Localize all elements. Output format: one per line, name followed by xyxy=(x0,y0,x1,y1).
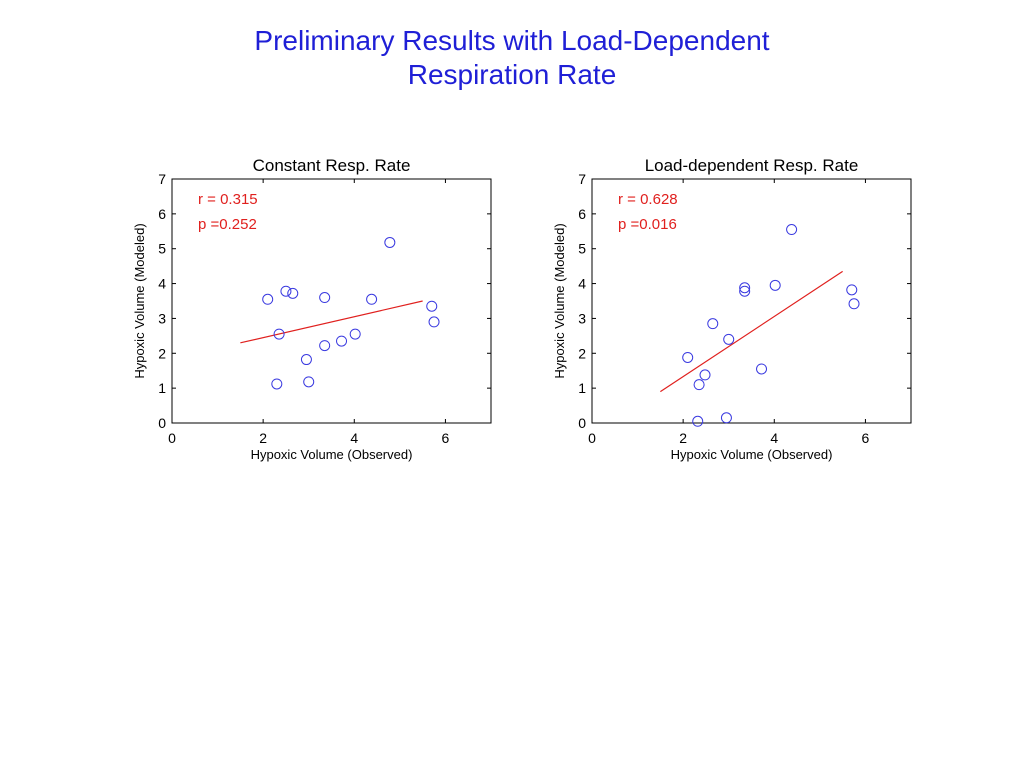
data-point xyxy=(786,224,798,236)
y-tick-label: 6 xyxy=(158,206,166,222)
data-point xyxy=(707,318,719,330)
scatter-chart-constant: 0 1 2 3 4 5 6 7 0 2 4 6 Constant Resp. Rate Hypoxic V… xyxy=(132,156,492,462)
y-tick-label: 5 xyxy=(578,241,586,257)
data-point xyxy=(682,351,694,363)
data-point xyxy=(319,340,331,352)
x-axis-label: Hypoxic Volume (Observed) xyxy=(671,447,833,462)
slide-title-line-1: Preliminary Results with Load-Dependent xyxy=(254,25,770,56)
data-point xyxy=(349,328,361,340)
data-point xyxy=(287,287,299,299)
y-axis-label: Hypoxic Volume (Modeled) xyxy=(552,223,567,378)
chart-title: Load-dependent Resp. Rate xyxy=(645,156,859,175)
correlation-r: r = 0.315 xyxy=(198,191,258,208)
plot-area xyxy=(171,178,492,424)
p-value: p =0.016 xyxy=(618,216,677,233)
data-point xyxy=(303,376,315,388)
data-point xyxy=(428,316,440,328)
data-point xyxy=(846,284,858,296)
x-tick-label: 0 xyxy=(168,430,176,446)
data-point xyxy=(693,379,705,391)
y-tick-label: 0 xyxy=(578,415,586,431)
y-tick-label: 1 xyxy=(578,380,586,396)
x-tick-label: 0 xyxy=(588,430,596,446)
y-tick-label: 2 xyxy=(158,345,166,361)
regression-line xyxy=(660,270,843,393)
data-point xyxy=(426,300,438,312)
data-point xyxy=(769,279,781,291)
slide-title-line-2: Respiration Rate xyxy=(407,59,617,90)
y-axis-label: Hypoxic Volume (Modeled) xyxy=(132,223,147,378)
scatter-chart-load-dependent: 0 1 2 3 4 5 6 7 0 2 4 6 Load-dependent Resp. Rate Hyp… xyxy=(552,156,912,462)
data-point xyxy=(723,333,735,345)
data-point xyxy=(273,328,285,340)
correlation-r: r = 0.628 xyxy=(618,191,678,208)
x-tick-label: 2 xyxy=(259,430,267,446)
y-tick-label: 2 xyxy=(578,345,586,361)
y-tick-label: 4 xyxy=(578,276,586,292)
data-point xyxy=(262,293,274,305)
data-point xyxy=(300,354,312,366)
y-tick-label: 7 xyxy=(578,171,586,187)
chart-panel-load-dependent: 0 1 2 3 4 5 6 7 0 2 4 6 Load-dependent Resp. Rate Hyp… xyxy=(548,148,988,468)
p-value: p =0.252 xyxy=(198,216,257,233)
data-point xyxy=(271,378,283,390)
data-point xyxy=(848,298,860,310)
y-tick-label: 5 xyxy=(158,241,166,257)
data-point xyxy=(336,335,348,347)
x-tick-label: 4 xyxy=(350,430,358,446)
regression-line xyxy=(240,300,423,344)
data-point xyxy=(366,293,378,305)
x-tick-label: 6 xyxy=(442,430,450,446)
y-tick-label: 0 xyxy=(158,415,166,431)
x-tick-label: 6 xyxy=(862,430,870,446)
y-tick-label: 3 xyxy=(158,310,166,326)
slide-title: Preliminary Results with Load-Dependent … xyxy=(0,24,1024,92)
chart-panel-constant: 0 1 2 3 4 5 6 7 0 2 4 6 Constant Resp. Rate Hypoxic V… xyxy=(128,148,568,468)
chart-title: Constant Resp. Rate xyxy=(253,156,411,175)
data-point xyxy=(280,285,292,297)
data-point xyxy=(756,363,768,375)
x-tick-label: 4 xyxy=(770,430,778,446)
data-point xyxy=(739,285,751,297)
data-point xyxy=(692,415,704,427)
data-point xyxy=(699,369,711,381)
y-tick-label: 6 xyxy=(578,206,586,222)
y-tick-label: 3 xyxy=(578,310,586,326)
data-point xyxy=(384,236,396,248)
y-tick-label: 1 xyxy=(158,380,166,396)
data-point xyxy=(720,412,732,424)
y-tick-label: 4 xyxy=(158,276,166,292)
data-point xyxy=(739,282,751,294)
y-tick-label: 7 xyxy=(158,171,166,187)
data-point xyxy=(319,292,331,304)
x-tick-label: 2 xyxy=(679,430,687,446)
x-axis-label: Hypoxic Volume (Observed) xyxy=(251,447,413,462)
